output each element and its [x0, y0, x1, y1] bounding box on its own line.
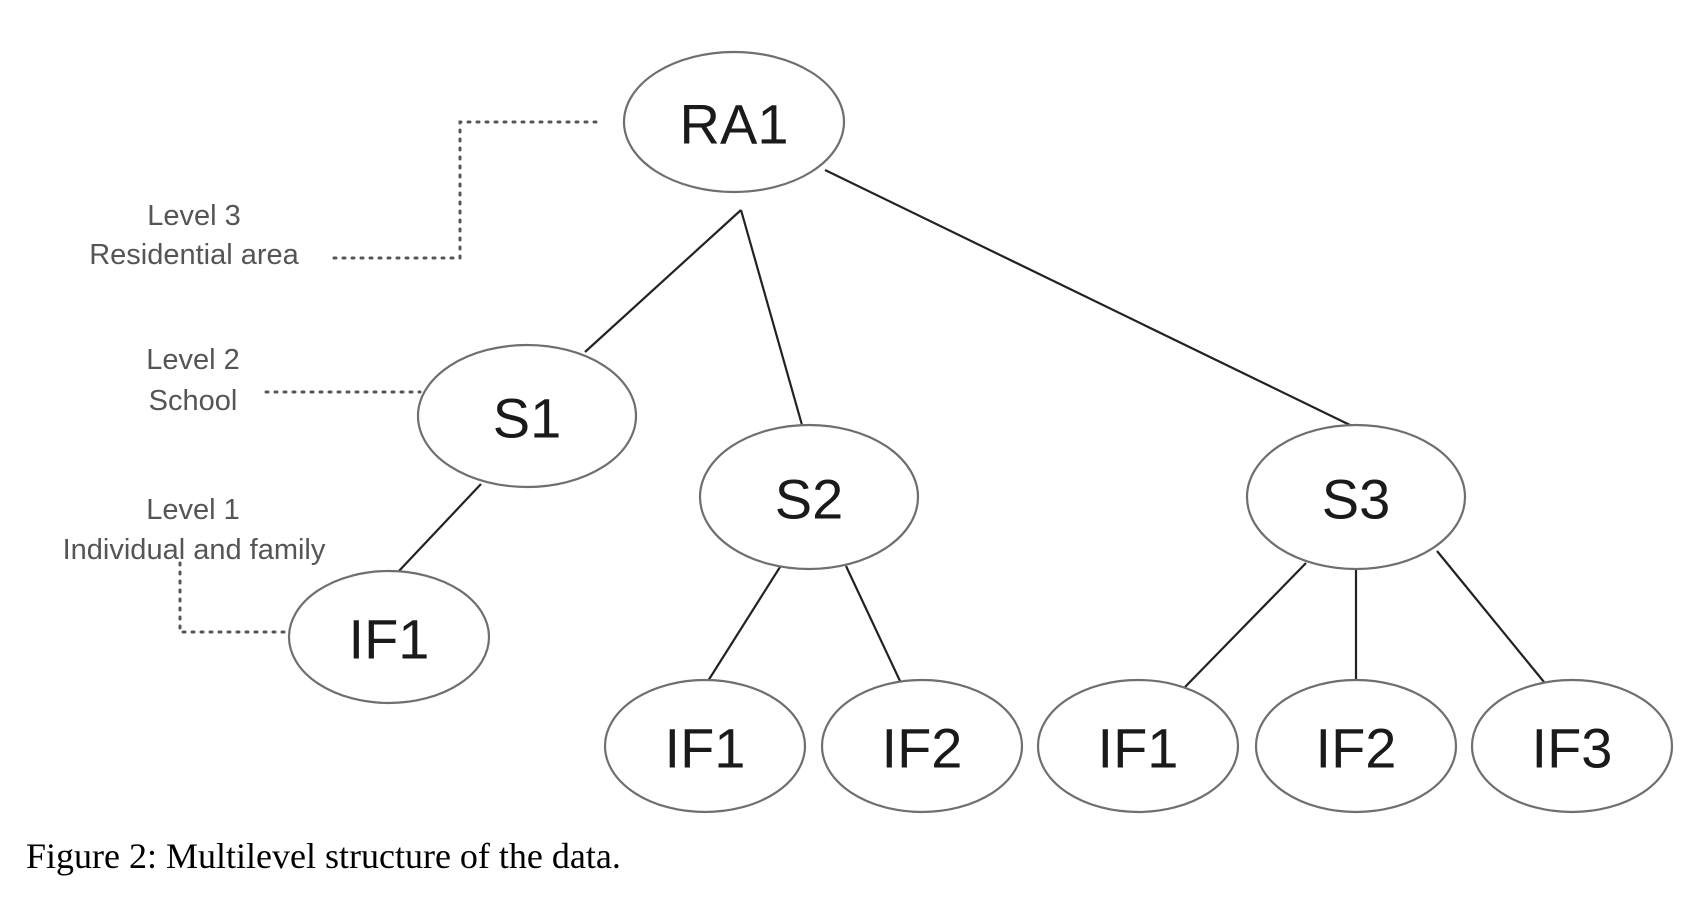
node-s2-if1-shape — [603, 678, 807, 814]
node-s1-shape — [416, 343, 638, 489]
level2-title: Level 2 — [146, 344, 240, 376]
node-s1-if1-shape — [287, 569, 491, 705]
edge-s2-if1 — [707, 566, 781, 682]
node-s3-if1-label: IF1 — [1098, 717, 1179, 780]
edge-s3-if1 — [1184, 562, 1307, 688]
edge-s1-if1 — [397, 483, 482, 573]
level-leader-lines — [178, 120, 598, 634]
node-s2-if1: IF1 — [603, 678, 807, 814]
level3-leader-line — [325, 120, 598, 260]
node-s3-if3: IF3 — [1470, 678, 1674, 814]
tree-edges — [397, 169, 1545, 688]
level1-leader-line — [178, 561, 287, 634]
node-s3-if2-shape — [1254, 678, 1458, 814]
figure-caption: Figure 2: Multilevel structure of the da… — [26, 836, 621, 876]
edge-s3-if3 — [1436, 550, 1545, 683]
node-s2: S2 — [698, 423, 920, 571]
node-s3-if3-label: IF3 — [1532, 717, 1613, 780]
node-s1-label: S1 — [493, 387, 562, 450]
level1-title: Level 1 — [146, 494, 240, 526]
node-s3-if1: IF1 — [1036, 678, 1240, 814]
level3-description: Residential area — [89, 239, 299, 271]
node-s1-if1: IF1 — [287, 569, 491, 705]
node-s2-if2-shape — [820, 678, 1024, 814]
level3-title: Level 3 — [147, 200, 241, 232]
node-s2-if1-label: IF1 — [665, 717, 746, 780]
node-s1-if1-label: IF1 — [349, 608, 430, 671]
node-ra1-shape — [622, 50, 846, 194]
edge-s2-if2 — [845, 565, 901, 682]
node-s3-shape — [1245, 423, 1467, 571]
node-s2-label: S2 — [775, 468, 844, 531]
node-s3-if1-shape — [1036, 678, 1240, 814]
level1-description: Individual and family — [63, 534, 326, 566]
node-s2-if2: IF2 — [820, 678, 1024, 814]
edge-ra1-s2 — [739, 209, 804, 426]
node-s3-label: S3 — [1322, 468, 1391, 531]
node-ra1: RA1 — [622, 50, 846, 194]
edge-ra1-s3 — [824, 169, 1353, 427]
level2-description: School — [149, 385, 238, 417]
node-s2-if2-label: IF2 — [882, 717, 963, 780]
node-s3: S3 — [1245, 423, 1467, 571]
node-s3-if3-shape — [1470, 678, 1674, 814]
node-s1: S1 — [416, 343, 638, 489]
edge-ra1-s1 — [584, 209, 742, 353]
node-s3-if2: IF2 — [1254, 678, 1458, 814]
multilevel-tree-diagram: Level 3 Residential area Level 2 School … — [63, 50, 1674, 814]
level-labels: Level 3 Residential area Level 2 School … — [63, 200, 326, 566]
node-s2-shape — [698, 423, 920, 571]
node-s3-if2-label: IF2 — [1316, 717, 1397, 780]
node-ra1-label: RA1 — [680, 93, 789, 156]
